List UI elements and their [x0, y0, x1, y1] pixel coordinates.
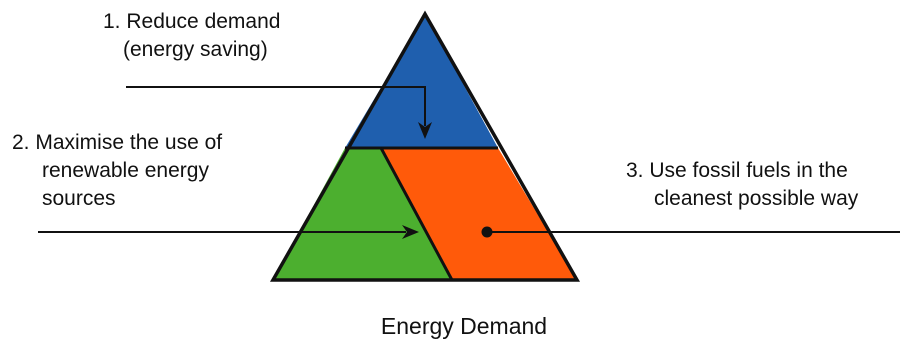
pointer-line-reduce-demand: [126, 86, 426, 126]
label-fossil-fuels-line-2: cleanest possible way: [654, 187, 859, 210]
arrowhead-renewables: [402, 225, 419, 239]
label-reduce-demand: 1. Reduce demand (energy saving): [103, 8, 280, 64]
pyramid-diagonal-divider: [379, 147, 454, 281]
label-fossil-fuels-line-1: 3. Use fossil fuels in the: [626, 159, 848, 182]
label-renewables-line-3: sources: [42, 187, 116, 210]
arrowhead-reduce-demand: [418, 122, 432, 139]
label-reduce-demand-line-2: (energy saving): [123, 38, 268, 61]
label-renewables-line-2: renewable energy: [42, 159, 209, 182]
pyramid-left-segment-renewables: [273, 148, 452, 280]
label-renewables-line-1: 2. Maximise the use of: [12, 131, 223, 154]
pyramid-top-segment-reduce-demand: [345, 14, 498, 148]
diagram-caption: Energy Demand: [380, 313, 548, 339]
pyramid-outline: [269, 10, 581, 282]
label-renewables: 2. Maximise the use of renewable energy …: [12, 129, 222, 213]
pyramid-right-segment-fossil-fuels: [381, 148, 577, 280]
label-reduce-demand-line-1: 1. Reduce demand: [103, 10, 281, 33]
label-fossil-fuels: 3. Use fossil fuels in the cleanest poss…: [626, 157, 858, 213]
